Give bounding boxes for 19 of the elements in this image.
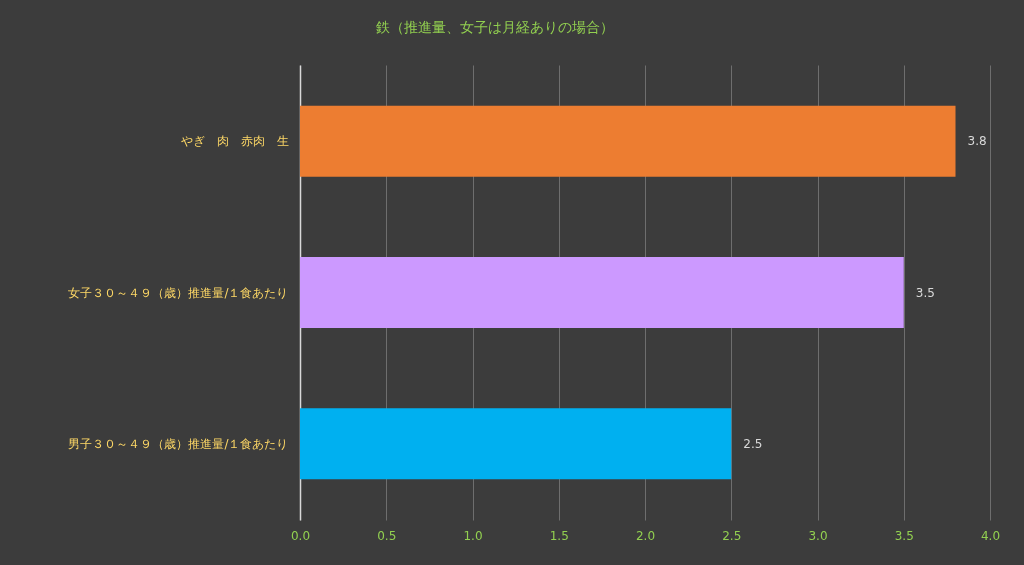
y-tick-label: 男子３０～４９（歳）推進量/１食あたり	[68, 436, 289, 451]
y-tick-label: やぎ 肉 赤肉 生	[180, 134, 289, 149]
bar	[300, 408, 732, 480]
x-tick-label: 3.5	[894, 528, 914, 543]
x-tick-label: 1.0	[463, 528, 483, 543]
bar	[300, 105, 956, 177]
data-label: 3.5	[915, 285, 935, 300]
chart-title: 鉄（推進量、女子は月経ありの場合）	[376, 19, 614, 35]
data-label: 3.8	[967, 134, 987, 149]
bar	[300, 256, 904, 329]
data-label: 2.5	[743, 436, 763, 451]
x-tick-label: 3.0	[808, 528, 828, 543]
x-tick-label: 2.5	[722, 528, 742, 543]
x-tick-label: 2.0	[635, 528, 656, 543]
x-tick-label: 0.0	[290, 528, 311, 543]
x-tick-label: 1.5	[549, 528, 569, 543]
x-tick-label: 4.0	[980, 528, 1001, 543]
x-tick-label: 0.5	[377, 528, 397, 543]
y-tick-label: 女子３０～４９（歳）推進量/１食あたり	[68, 285, 289, 300]
